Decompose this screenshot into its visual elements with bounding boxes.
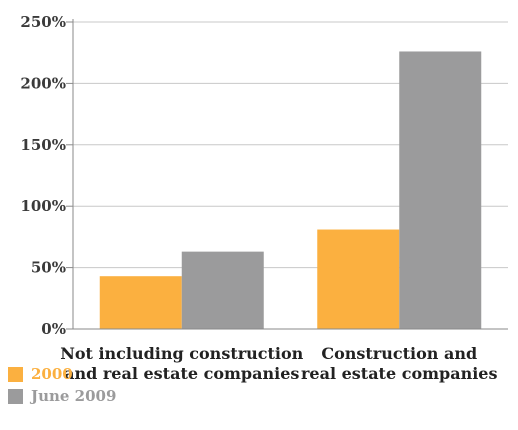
y-tick-label: 100% [20,197,66,215]
legend-item-june-2009: June 2009 [8,385,116,407]
y-tick-label: 250% [20,13,66,31]
x-category-label: Not including construction [60,344,303,363]
legend-swatch-june-2009 [8,388,23,404]
y-tick-label: 0% [41,320,66,338]
x-category-label: real estate companies [301,364,498,383]
bar-2000-1 [317,229,400,329]
legend-label-june-2009: June 2009 [31,387,117,405]
y-tick-label: 200% [20,74,66,92]
y-tick-label: 50% [31,259,66,277]
legend-label-2000: 2000 [31,365,73,383]
bar-june-2009-0 [181,251,264,329]
x-category-label: and real estate companies [64,364,299,383]
legend: 2000 June 2009 [8,363,116,407]
legend-swatch-2000 [8,366,23,382]
legend-item-2000: 2000 [8,363,116,385]
y-tick-label: 150% [20,136,66,154]
x-category-label: Construction and [321,344,477,363]
bar-2000-0 [99,276,182,329]
bar-june-2009-1 [399,51,482,330]
